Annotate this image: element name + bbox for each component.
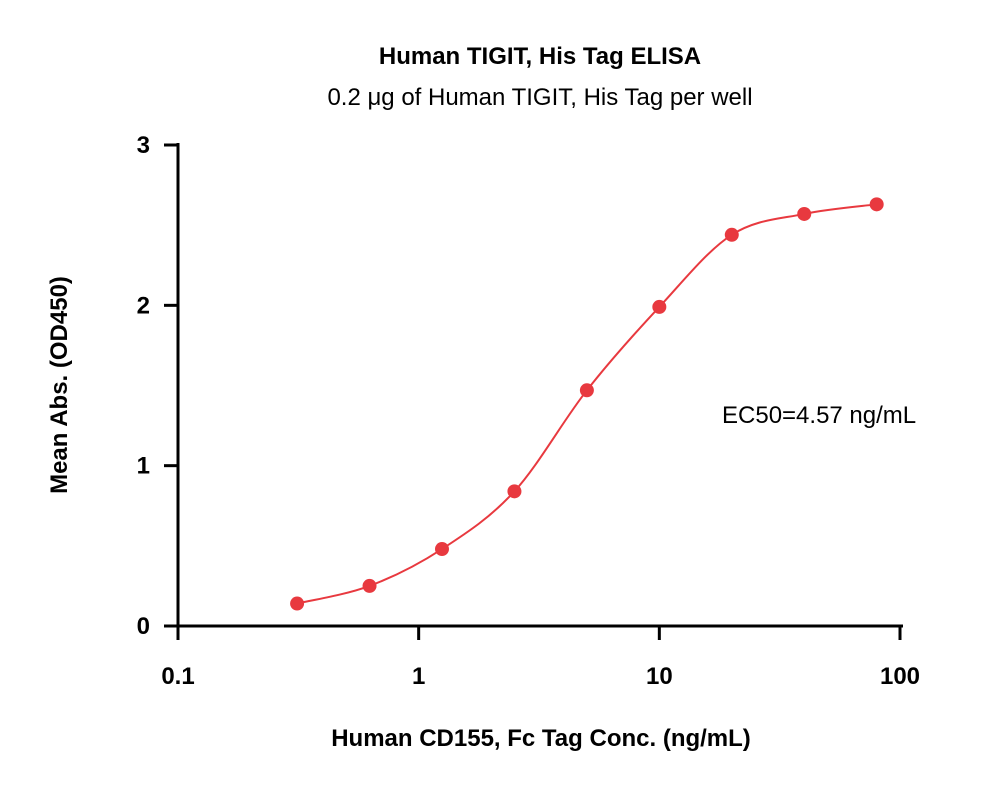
- chart-title: Human TIGIT, His Tag ELISA: [379, 43, 701, 70]
- data-point: [434, 542, 449, 557]
- x-tick-label: 0.1: [161, 663, 194, 690]
- y-tick-label: 2: [137, 292, 150, 319]
- x-tick-label: 1: [412, 663, 425, 690]
- x-tick-label: 10: [646, 663, 673, 690]
- data-point: [652, 299, 667, 314]
- y-tick-label: 3: [137, 132, 150, 159]
- data-point: [362, 578, 377, 593]
- data-point: [579, 383, 594, 398]
- y-tick-label: 0: [137, 613, 150, 640]
- data-point: [797, 206, 812, 221]
- x-tick-label: 100: [880, 663, 920, 690]
- ec50-annotation: EC50=4.57 ng/mL: [722, 402, 916, 429]
- data-point: [507, 484, 522, 499]
- tick-labels: 0.1 1 10 100 0 1 2 3: [137, 132, 920, 690]
- data-point: [290, 596, 305, 611]
- x-axis-label: Human CD155, Fc Tag Conc. (ng/mL): [331, 725, 751, 752]
- ticks: [164, 143, 902, 640]
- chart-subtitle: 0.2 μg of Human TIGIT, His Tag per well: [327, 84, 752, 111]
- axes: [176, 143, 903, 628]
- data-point: [724, 227, 739, 242]
- data-points: [290, 197, 884, 611]
- y-axis-label: Mean Abs. (OD450): [46, 276, 73, 494]
- y-tick-label: 1: [137, 453, 150, 480]
- data-point: [869, 197, 884, 212]
